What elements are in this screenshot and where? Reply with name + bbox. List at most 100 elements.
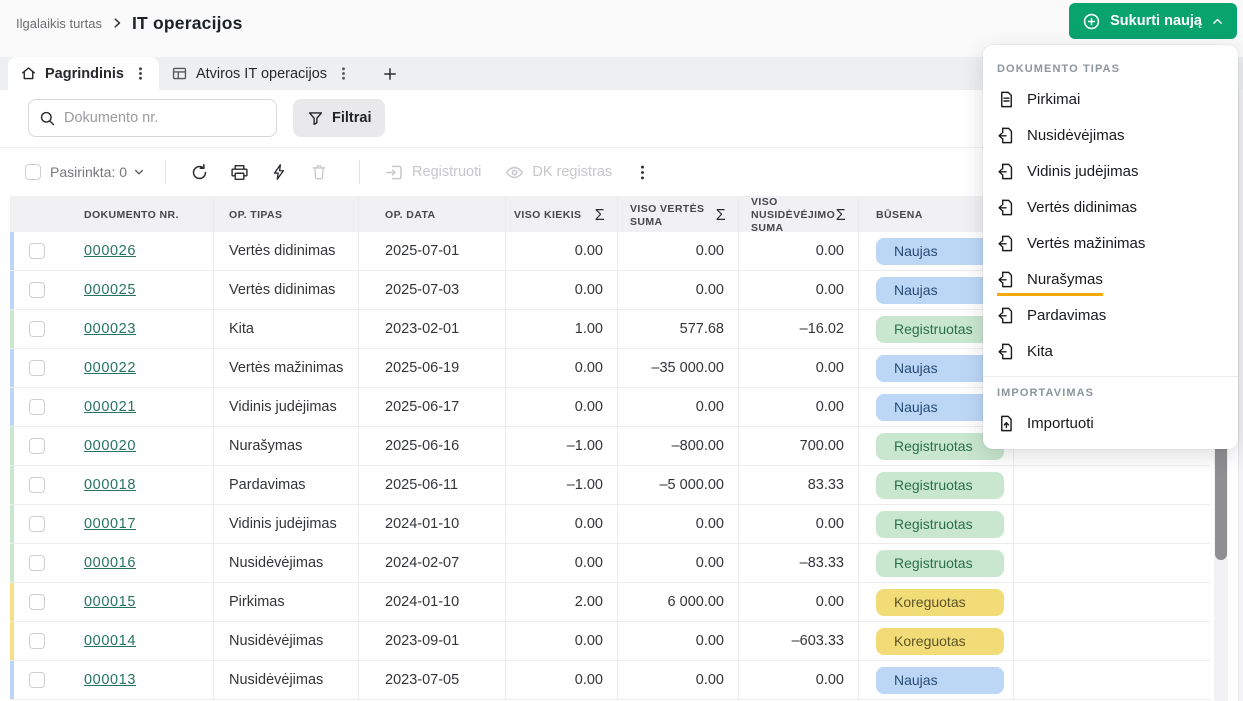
menu-item-label: Nurašymas <box>1027 271 1103 288</box>
document-number-link[interactable]: 000026 <box>84 243 136 259</box>
delete-button[interactable] <box>299 155 339 189</box>
menu-item-kita[interactable]: Kita <box>983 333 1238 369</box>
document-number-link[interactable]: 000018 <box>84 477 136 493</box>
document-number-link[interactable]: 000021 <box>84 399 136 415</box>
qty-cell: 2.00 <box>505 583 617 621</box>
sum-icon[interactable]: Σ <box>595 206 617 226</box>
value-sum-cell: 0.00 <box>617 388 738 426</box>
tab-open-operations[interactable]: Atviros IT operacijos <box>159 57 362 90</box>
qty-cell: 0.00 <box>505 232 617 270</box>
sum-icon[interactable]: Σ <box>716 206 738 226</box>
menu-item-nurašymas[interactable]: Nurašymas <box>983 261 1238 297</box>
print-button[interactable] <box>219 155 259 189</box>
status-badge: Koreguotas <box>876 628 1004 655</box>
row-checkbox[interactable] <box>29 399 45 415</box>
create-new-button[interactable]: Sukurti naują <box>1069 3 1237 39</box>
document-export-icon <box>997 198 1016 217</box>
menu-item-importuoti[interactable]: Importuoti <box>983 405 1238 441</box>
op-date-cell: 2025-06-19 <box>358 349 505 387</box>
op-date-cell: 2024-01-10 <box>358 505 505 543</box>
breadcrumb-parent-link[interactable]: Ilgalaikis turtas <box>16 16 102 31</box>
register-button[interactable]: Registruoti <box>373 163 493 182</box>
dropdown-section-import: IMPORTAVIMAS <box>983 379 1238 405</box>
create-new-label: Sukurti naują <box>1110 13 1202 29</box>
page-title: IT operacijos <box>132 13 243 34</box>
menu-item-inner: Vidinis judėjimas <box>997 162 1138 181</box>
op-type-cell: Kita <box>213 310 358 348</box>
chevron-down-icon <box>133 166 145 178</box>
document-number-link[interactable]: 000023 <box>84 321 136 337</box>
menu-item-label: Vertės mažinimas <box>1027 235 1145 252</box>
row-checkbox[interactable] <box>29 438 45 454</box>
search-icon <box>39 110 56 127</box>
document-import-icon <box>997 414 1016 433</box>
op-date-cell: 2025-06-17 <box>358 388 505 426</box>
col-total-depreciation[interactable]: VISO NUSIDĖVĖJIMO SUMAΣ <box>738 196 858 235</box>
document-number-link[interactable]: 000013 <box>84 672 136 688</box>
document-number-link[interactable]: 000022 <box>84 360 136 376</box>
row-checkbox[interactable] <box>29 555 45 571</box>
document-number-link[interactable]: 000014 <box>84 633 136 649</box>
row-checkbox[interactable] <box>29 672 45 688</box>
document-lines-icon <box>997 90 1016 109</box>
depreciation-sum-cell: 83.33 <box>738 466 858 504</box>
menu-item-vertės-didinimas[interactable]: Vertės didinimas <box>983 189 1238 225</box>
menu-item-nusidėvėjimas[interactable]: Nusidėvėjimas <box>983 117 1238 153</box>
document-number-link[interactable]: 000017 <box>84 516 136 532</box>
chevron-right-icon <box>110 16 124 30</box>
col-op-type[interactable]: OP. TIPAS <box>213 196 358 235</box>
dk-register-button[interactable]: DK registras <box>493 163 624 182</box>
row-checkbox[interactable] <box>29 243 45 259</box>
document-number-link[interactable]: 000015 <box>84 594 136 610</box>
value-sum-cell: 577.68 <box>617 310 738 348</box>
row-checkbox[interactable] <box>29 282 45 298</box>
menu-item-inner: Pardavimas <box>997 306 1106 325</box>
col-document-nr[interactable]: DOKUMENTO NR. <box>64 196 213 235</box>
actions-button[interactable] <box>259 155 299 189</box>
row-checkbox[interactable] <box>29 360 45 376</box>
refresh-button[interactable] <box>179 155 219 189</box>
depreciation-sum-cell: 0.00 <box>738 388 858 426</box>
row-checkbox[interactable] <box>29 594 45 610</box>
document-export-icon <box>997 126 1016 145</box>
value-sum-cell: 0.00 <box>617 661 738 699</box>
menu-item-label: Pirkimai <box>1027 91 1080 108</box>
tab-main-kebab-icon[interactable] <box>134 66 147 81</box>
col-op-date[interactable]: OP. DATA <box>358 196 505 235</box>
tab-main[interactable]: Pagrindinis <box>8 57 159 90</box>
depreciation-sum-cell: –603.33 <box>738 622 858 660</box>
select-all-checkbox[interactable] <box>25 164 41 180</box>
op-type-cell: Pardavimas <box>213 466 358 504</box>
row-checkbox[interactable] <box>29 516 45 532</box>
search-input[interactable] <box>64 110 266 126</box>
tab-open-operations-kebab-icon[interactable] <box>337 66 350 81</box>
trash-icon <box>310 163 328 181</box>
depreciation-sum-cell: –83.33 <box>738 544 858 582</box>
menu-item-inner: Nurašymas <box>997 270 1103 296</box>
col-total-value[interactable]: VISO VERTĖS SUMAΣ <box>617 196 738 235</box>
menu-item-pardavimas[interactable]: Pardavimas <box>983 297 1238 333</box>
sum-icon[interactable]: Σ <box>836 206 858 226</box>
selected-count[interactable]: Pasirinkta: 0 <box>50 164 145 180</box>
col-total-qty[interactable]: VISO KIEKISΣ <box>505 196 617 235</box>
table-row: 000014 Nusidėvėjimas 2023-09-01 0.00 0.0… <box>10 622 1210 661</box>
printer-icon <box>230 163 249 182</box>
document-number-link[interactable]: 000020 <box>84 438 136 454</box>
tab-open-operations-label: Atviros IT operacijos <box>196 66 327 82</box>
document-number-link[interactable]: 000016 <box>84 555 136 571</box>
op-type-cell: Vertės didinimas <box>213 232 358 270</box>
divider <box>165 160 166 184</box>
row-checkbox[interactable] <box>29 633 45 649</box>
add-tab-button[interactable] <box>362 57 418 90</box>
page-gutter <box>1239 90 1243 701</box>
document-number-link[interactable]: 000025 <box>84 282 136 298</box>
row-checkbox[interactable] <box>29 477 45 493</box>
row-checkbox[interactable] <box>29 321 45 337</box>
op-type-cell: Nusidėvėjimas <box>213 622 358 660</box>
toolbar-more-button[interactable] <box>632 160 653 185</box>
menu-item-pirkimai[interactable]: Pirkimai <box>983 81 1238 117</box>
menu-item-vidinis-judėjimas[interactable]: Vidinis judėjimas <box>983 153 1238 189</box>
filters-button[interactable]: Filtrai <box>293 99 385 137</box>
menu-item-vertės-mažinimas[interactable]: Vertės mažinimas <box>983 225 1238 261</box>
qty-cell: 0.00 <box>505 271 617 309</box>
